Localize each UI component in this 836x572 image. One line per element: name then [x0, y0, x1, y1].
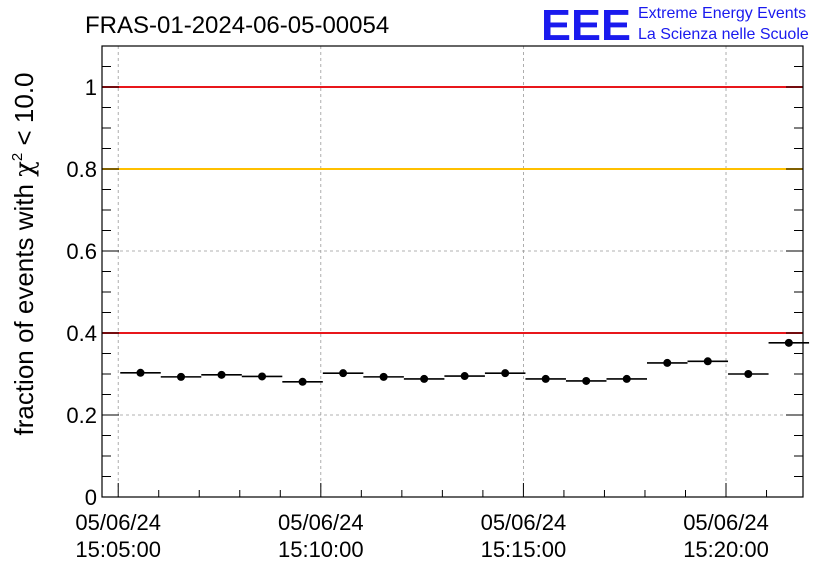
y-tick-label: 0.8 — [66, 157, 97, 182]
data-point — [298, 377, 307, 386]
data-point — [541, 374, 550, 383]
grid — [102, 46, 803, 497]
x-tick-label-time: 15:20:00 — [683, 537, 769, 562]
data-point — [703, 357, 712, 366]
reference-lines — [102, 86, 803, 334]
data-point — [501, 369, 510, 378]
data-point — [379, 372, 388, 381]
x-tick-label-date: 05/06/24 — [683, 510, 769, 535]
y-tick-label: 0.4 — [66, 321, 97, 346]
data-point — [582, 376, 591, 385]
axis-ticks — [102, 45, 803, 498]
x-tick-label-date: 05/06/24 — [278, 510, 364, 535]
data-point — [460, 372, 469, 381]
logo-line-1: Extreme Energy Events — [638, 5, 806, 22]
y-tick-label: 0.2 — [66, 403, 97, 428]
x-tick-label-time: 15:05:00 — [75, 537, 161, 562]
x-tick-label-time: 15:10:00 — [278, 537, 364, 562]
data-point — [177, 372, 186, 381]
y-tick-label: 1 — [85, 75, 97, 100]
data-points — [120, 338, 810, 386]
logo-line-2: La Scienza nelle Scuole — [638, 26, 809, 43]
chart-title: FRAS-01-2024-06-05-00054 — [85, 12, 389, 39]
x-tick-label-date: 05/06/24 — [481, 510, 567, 535]
data-point — [339, 369, 348, 378]
data-point — [258, 372, 267, 381]
data-point — [136, 368, 145, 377]
logo-letters: EEE — [541, 1, 631, 50]
x-tick-label-time: 15:15:00 — [481, 537, 567, 562]
plot-frame — [101, 45, 804, 498]
eee-logo: EEE Extreme Energy Events La Scienza nel… — [541, 1, 809, 50]
data-point — [744, 370, 753, 378]
y-tick-label: 0.6 — [66, 239, 97, 264]
x-tick-labels: 05/06/2415:05:0005/06/2415:10:0005/06/24… — [75, 510, 768, 562]
y-axis-label: fraction of events with χ2 < 10.0 — [9, 72, 40, 435]
data-point — [784, 338, 793, 347]
data-point — [420, 374, 429, 383]
data-point — [622, 374, 631, 383]
x-tick-label-date: 05/06/24 — [75, 510, 161, 535]
data-point — [217, 370, 226, 379]
data-point — [663, 358, 672, 367]
y-tick-label: 0 — [85, 485, 97, 510]
y-tick-labels: 0 0.2 0.4 0.6 0.8 1 — [66, 75, 97, 510]
